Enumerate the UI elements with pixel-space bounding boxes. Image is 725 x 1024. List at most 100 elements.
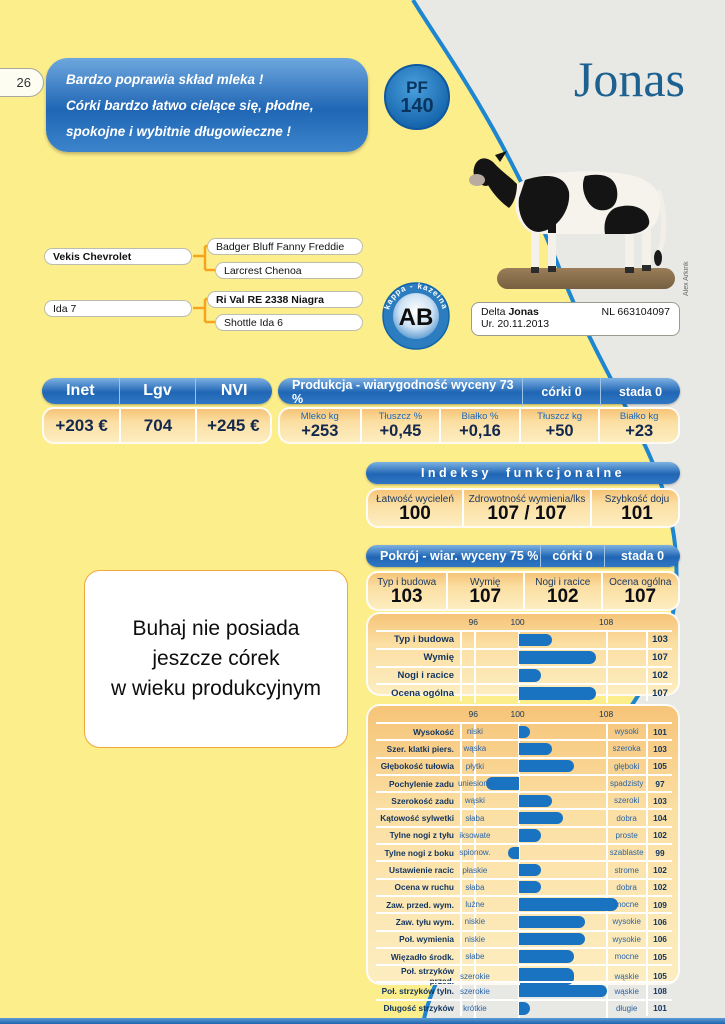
trait-plot	[460, 630, 646, 650]
trait-value: 97	[646, 775, 672, 792]
high-descriptor: mocne	[614, 952, 639, 961]
conformation-header: Pokrój - wiar. wyceny 75 % córki 0 stada…	[366, 545, 680, 567]
overall-label: Ocena ogólna	[609, 576, 672, 588]
gridline	[605, 665, 608, 686]
high-descriptor: szeroka	[612, 744, 641, 754]
trait-plot: iksowate proste	[459, 825, 646, 846]
gridline	[474, 860, 477, 880]
trait-value: 108	[646, 983, 672, 999]
gridline	[605, 791, 608, 811]
high-descriptor: dobra	[616, 813, 637, 823]
udder-value: 107	[469, 585, 502, 607]
gridline	[605, 877, 608, 897]
high-descriptor: szablaste	[609, 848, 644, 858]
trait-value: 102	[646, 862, 672, 878]
trait-value: 102	[646, 879, 672, 895]
pf-value: 140	[400, 94, 434, 117]
bull-photo	[469, 151, 675, 289]
photo-credit: Alex Arkink	[683, 261, 690, 296]
high-descriptor: głęboki	[613, 761, 640, 771]
chart-row: Typ i budowa 103	[376, 630, 672, 650]
trait-label: Wymię	[423, 652, 454, 664]
gridline	[474, 877, 477, 897]
milking-speed-label: Szybkość doju	[604, 493, 670, 505]
trait-value: 109	[646, 896, 672, 913]
production-values-box: Mleko kg +253 Tłuszcz % +0,45 Białko % +…	[278, 407, 680, 444]
trait-value: 99	[646, 845, 672, 861]
fat-kg-value: +50	[545, 422, 574, 440]
trait-label: Ustawienie racic	[388, 865, 454, 876]
trait-bar	[518, 686, 596, 700]
low-descriptor: płytki	[465, 761, 484, 771]
kappa-casein-badge: kappa - kazeina AB	[382, 281, 450, 350]
axis-tick-label: 96	[468, 709, 479, 719]
production-title: Produkcja - wiarygodność wyceny 73 %	[292, 378, 514, 406]
protein-pct-value: +0,16	[459, 422, 501, 440]
axis-tick-label: 108	[599, 617, 614, 627]
trait-value: 107	[646, 649, 672, 666]
trait-label: Tylne nogi z boku	[384, 847, 454, 858]
bull-id-card: Delta Jonas NL 663104097 Ur. 20.11.2013	[471, 302, 680, 336]
gridline	[605, 756, 608, 776]
gridline	[605, 964, 608, 989]
milking-speed-value: 101	[621, 502, 653, 524]
milk-value: +253	[301, 422, 339, 440]
axis-spacer	[646, 617, 672, 630]
calving-ease-label: Łatwość wycieleń	[376, 493, 454, 505]
trait-bar	[518, 863, 541, 877]
conformation-daughters: córki 0	[540, 545, 604, 567]
chart-row: Długość strzyków krótkie długie 101	[376, 998, 672, 1019]
conformation-title: Pokrój - wiar. wyceny 75 %	[380, 549, 539, 563]
trait-value: 103	[646, 793, 672, 809]
trait-label: Szer. klatki piers.	[386, 743, 454, 754]
chart-row: Wysokość niski wysoki 101	[376, 722, 672, 742]
header-nvi: NVI	[195, 378, 272, 404]
low-descriptor: szerokie	[459, 971, 490, 981]
trait-plot: niskie wysokie	[460, 912, 646, 932]
gridline	[517, 843, 520, 863]
bull-name: Jonas	[508, 306, 539, 318]
trait-bar	[518, 811, 563, 825]
trait-label: Ocena w ruchu	[394, 882, 454, 893]
breeding-values-header: Inet Lgv NVI	[42, 378, 272, 404]
gridline	[605, 825, 608, 846]
trait-bar	[518, 651, 596, 665]
low-descriptor: szerokie	[459, 986, 490, 996]
trait-value: 105	[646, 948, 672, 965]
trait-bar	[518, 669, 541, 682]
low-descriptor: słaba	[465, 813, 485, 823]
low-descriptor: spionow.	[459, 848, 491, 858]
frame-label: Typ i budowa	[377, 576, 437, 588]
gridline	[605, 946, 608, 967]
chart-row: Tylne nogi z tyłu iksowate proste 102	[376, 825, 672, 846]
low-descriptor: płaskie	[462, 865, 488, 875]
inet-value: +203 €	[55, 415, 108, 435]
gridline	[474, 756, 477, 776]
gridline	[474, 964, 477, 989]
trait-bar	[518, 933, 585, 946]
gridline	[474, 647, 477, 668]
feet-legs-value: 102	[546, 585, 579, 607]
trait-label: Zaw. tyłu wym.	[395, 916, 454, 927]
note-line: w wieku produkcyjnym	[110, 677, 322, 700]
udder-label: Wymię	[470, 576, 501, 588]
trait-plot	[460, 647, 646, 668]
trait-label: Typ i budowa	[394, 634, 454, 646]
low-descriptor: krótkie	[463, 1003, 487, 1013]
trait-bar	[518, 950, 574, 963]
gridline	[474, 912, 477, 932]
protein-kg-label: Białko kg	[619, 411, 659, 422]
chart-row: Więzadło środk. słabe mocne 105	[376, 946, 672, 967]
trait-plot	[460, 683, 646, 704]
gridline	[605, 722, 608, 742]
low-descriptor: niskie	[464, 917, 486, 927]
trait-plot: niskie wysokie	[460, 929, 646, 949]
chart-row: Poł. wymienia niskie wysokie 106	[376, 929, 672, 949]
trait-label: Tylne nogi z tyłu	[389, 830, 454, 841]
trait-label: Wysokość	[413, 726, 454, 737]
header-inet: Inet	[66, 382, 95, 399]
trait-value: 107	[646, 685, 672, 702]
low-descriptor: uniesiony	[457, 779, 492, 789]
low-descriptor: luźne	[465, 900, 485, 910]
